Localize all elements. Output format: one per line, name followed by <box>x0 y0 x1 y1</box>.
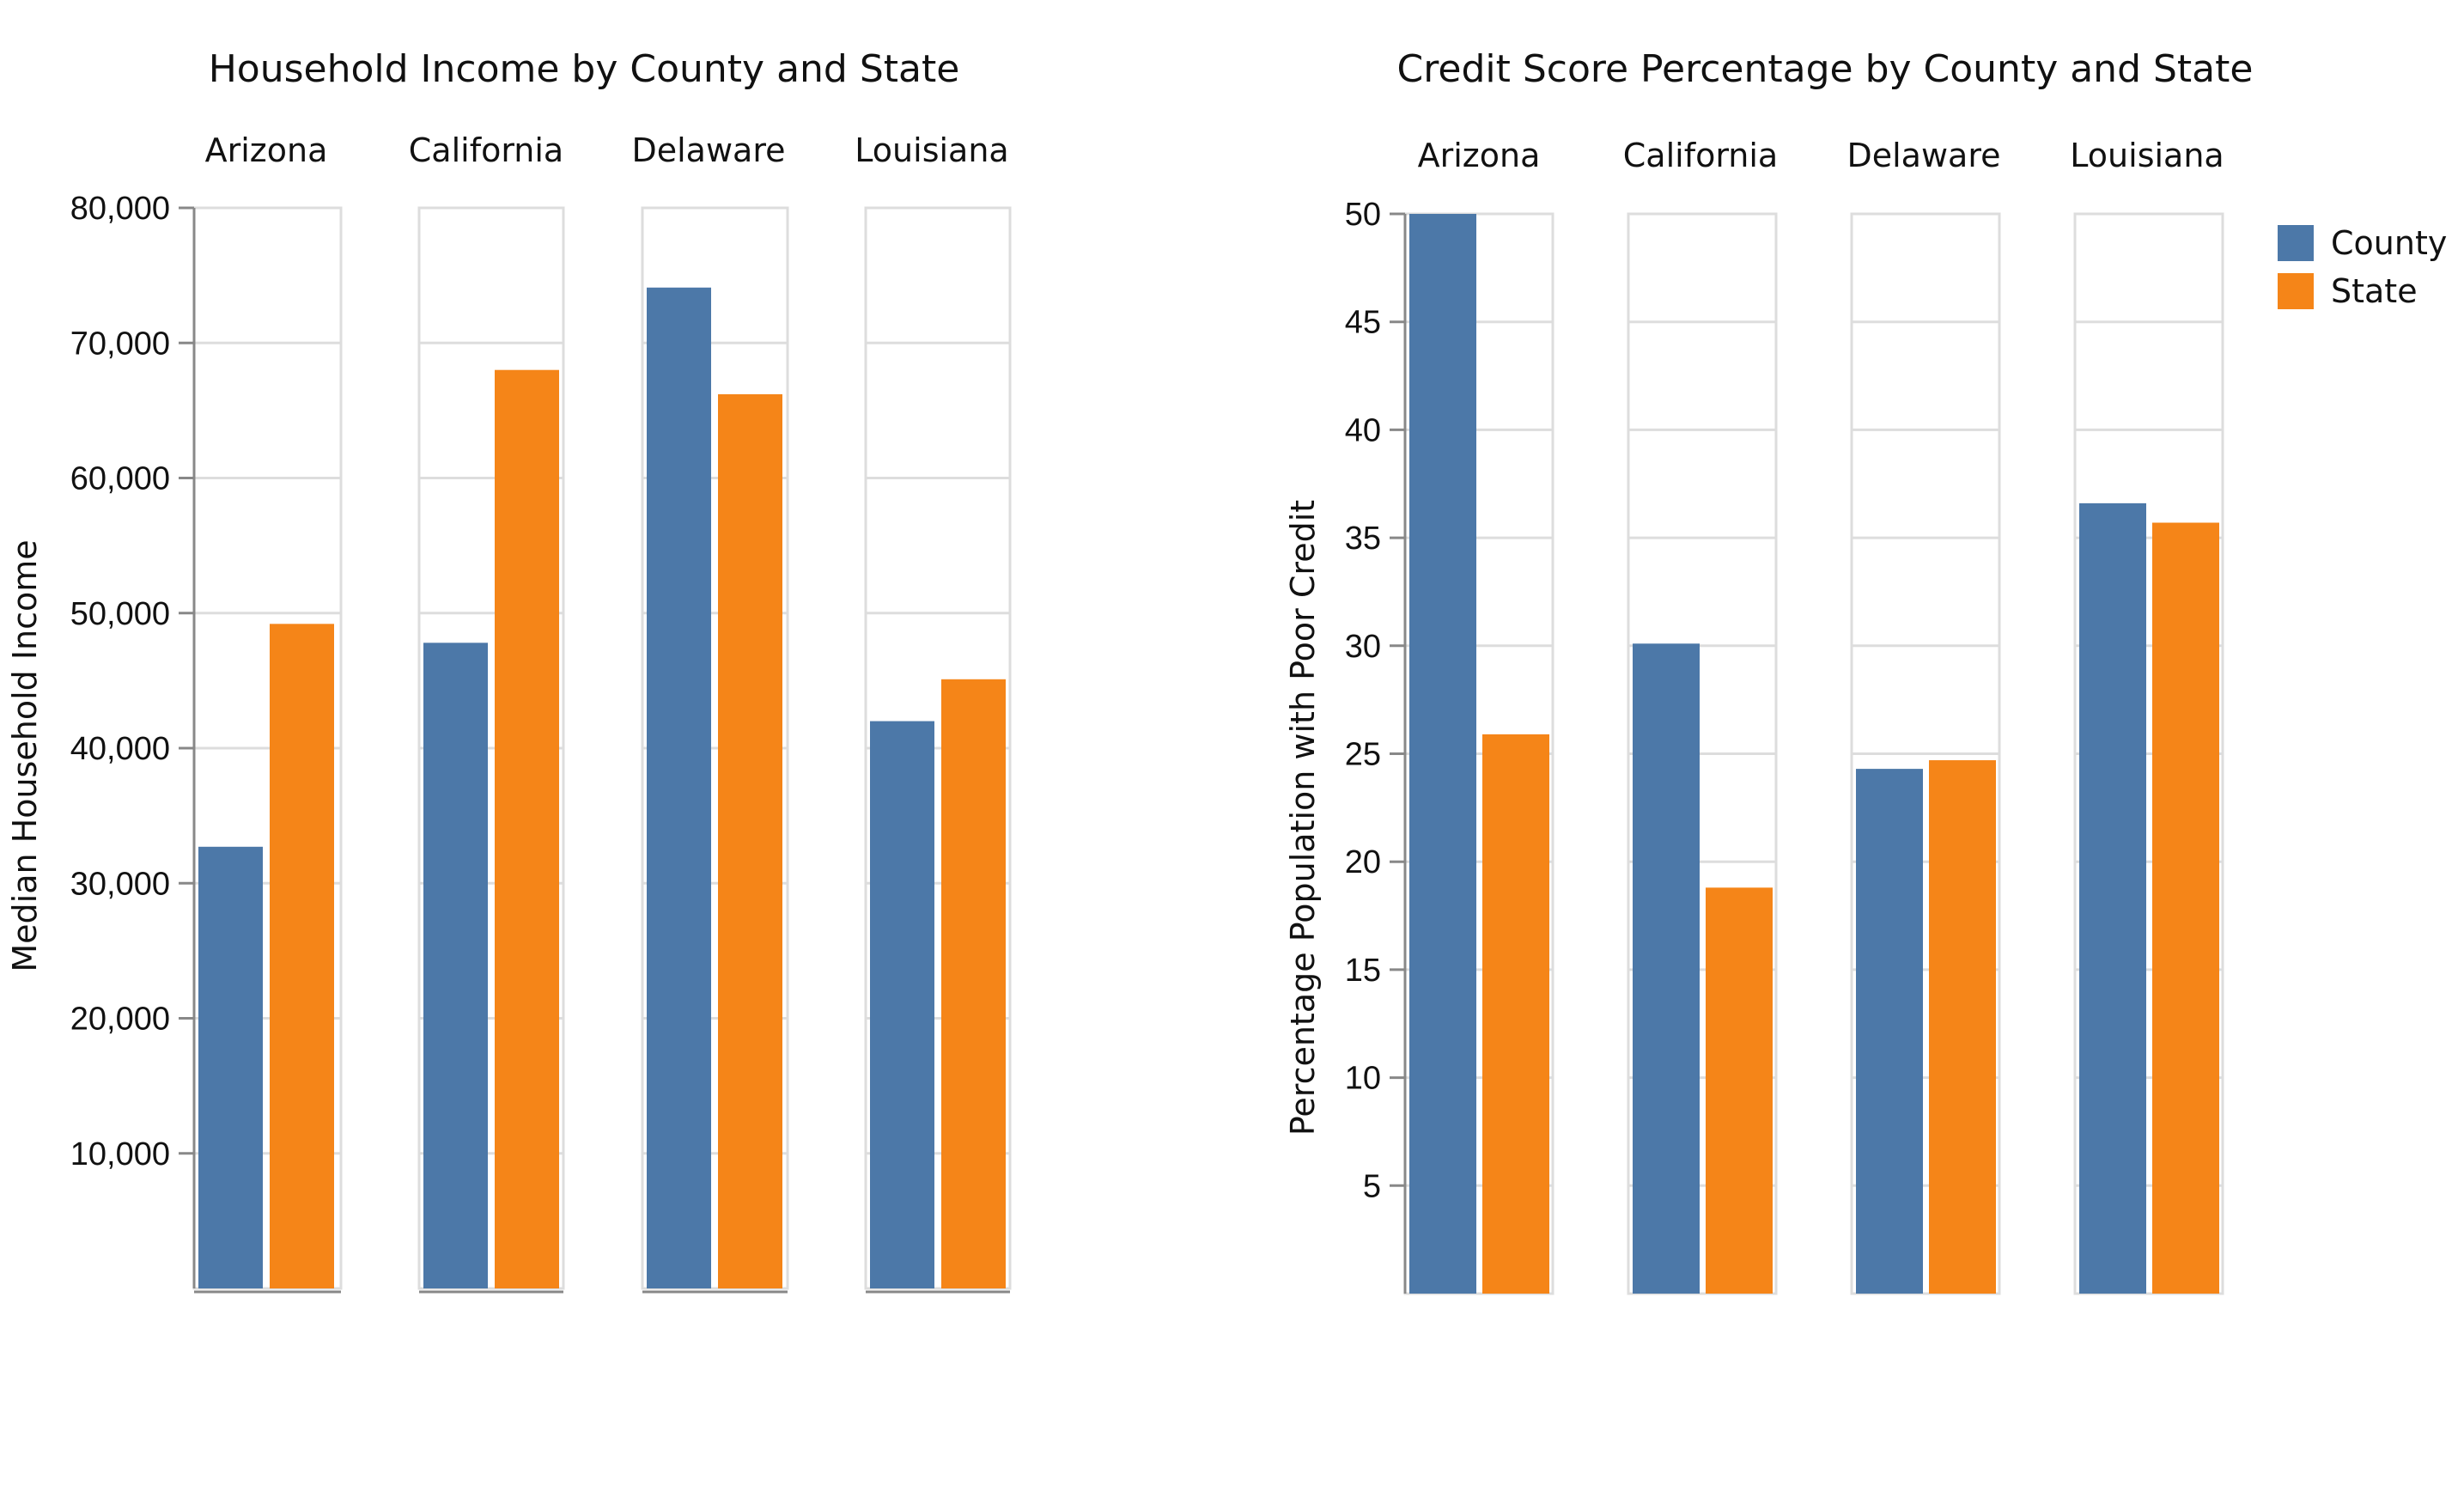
y-tick-label: 10,000 <box>70 1136 170 1172</box>
facet-label: Louisiana <box>2070 137 2224 174</box>
facet-label: Arizona <box>205 131 328 169</box>
facet-frame <box>1627 212 1778 1295</box>
facet-label: Louisiana <box>855 131 1008 169</box>
facet-label: California <box>1623 137 1778 174</box>
chart-title: Credit Score Percentage by County and St… <box>1397 47 2254 91</box>
facet-frame <box>641 206 789 1290</box>
bar-county <box>1409 214 1476 1294</box>
bar-county <box>1856 769 1923 1294</box>
y-tick-label: 45 <box>1345 305 1381 341</box>
legend-swatch-county <box>2278 225 2314 261</box>
legend: County State <box>2278 224 2447 310</box>
bar-county <box>2079 502 2146 1294</box>
facet-frame <box>417 206 565 1290</box>
y-tick-label: 70,000 <box>70 326 170 362</box>
facet-labels: Arizona California Delaware Louisiana <box>205 131 1009 169</box>
bar-state <box>495 369 559 1289</box>
y-tick-label: 80,000 <box>70 191 170 227</box>
bar-state <box>1706 887 1773 1294</box>
facet-label: California <box>409 131 563 169</box>
y-tick-label: 20 <box>1345 844 1381 880</box>
y-tick-label: 35 <box>1345 521 1381 557</box>
legend-label: County <box>2331 224 2447 262</box>
plot-area: 5 10 15 20 25 30 35 40 45 50 <box>1345 197 2224 1295</box>
facet-labels: Arizona California Delaware Louisiana <box>1418 137 2224 174</box>
facet-label: Arizona <box>1418 137 1541 174</box>
facet-frame <box>2073 212 2224 1295</box>
chart-title: Household Income by County and State <box>209 47 960 91</box>
y-tick-label: 30 <box>1345 629 1381 665</box>
bar-state <box>1482 734 1549 1294</box>
y-tick-label: 15 <box>1345 953 1381 989</box>
credit-score-chart: Credit Score Percentage by County and St… <box>1284 47 2447 1295</box>
bar-state <box>2152 522 2219 1294</box>
bar-state <box>941 679 1006 1288</box>
bar-county <box>870 721 934 1288</box>
bar-state <box>270 624 334 1288</box>
bar-county <box>1633 643 1700 1294</box>
bar-county <box>198 846 263 1288</box>
y-tick-label: 10 <box>1345 1061 1381 1097</box>
y-tick-label: 20,000 <box>70 1002 170 1038</box>
y-tick-label: 50 <box>1345 197 1381 233</box>
facet-label: Delaware <box>1846 137 2000 174</box>
facet-label: Delaware <box>631 131 785 169</box>
bar-state <box>1929 760 1996 1294</box>
bar-state <box>718 394 782 1288</box>
y-tick-label: 5 <box>1363 1168 1381 1204</box>
y-tick-label: 30,000 <box>70 866 170 902</box>
facet-frame <box>1850 212 2001 1295</box>
y-axis-title: Percentage Population with Poor Credit <box>1284 500 1322 1136</box>
plot-area: 10,000 20,000 30,000 40,000 50,000 60,000 70,0… <box>70 191 1012 1294</box>
bar-county <box>423 643 488 1288</box>
bar-county <box>647 287 711 1289</box>
facet-frame <box>864 206 1012 1290</box>
y-tick-label: 40 <box>1345 412 1381 448</box>
legend-label: State <box>2331 272 2418 310</box>
household-income-chart: Household Income by County and State Med… <box>6 47 1012 1294</box>
y-axis-title: Median Household Income <box>6 539 44 971</box>
y-tick-label: 25 <box>1345 737 1381 773</box>
y-tick-label: 60,000 <box>70 461 170 497</box>
legend-swatch-state <box>2278 273 2314 309</box>
y-tick-label: 50,000 <box>70 596 170 632</box>
y-tick-label: 40,000 <box>70 731 170 767</box>
